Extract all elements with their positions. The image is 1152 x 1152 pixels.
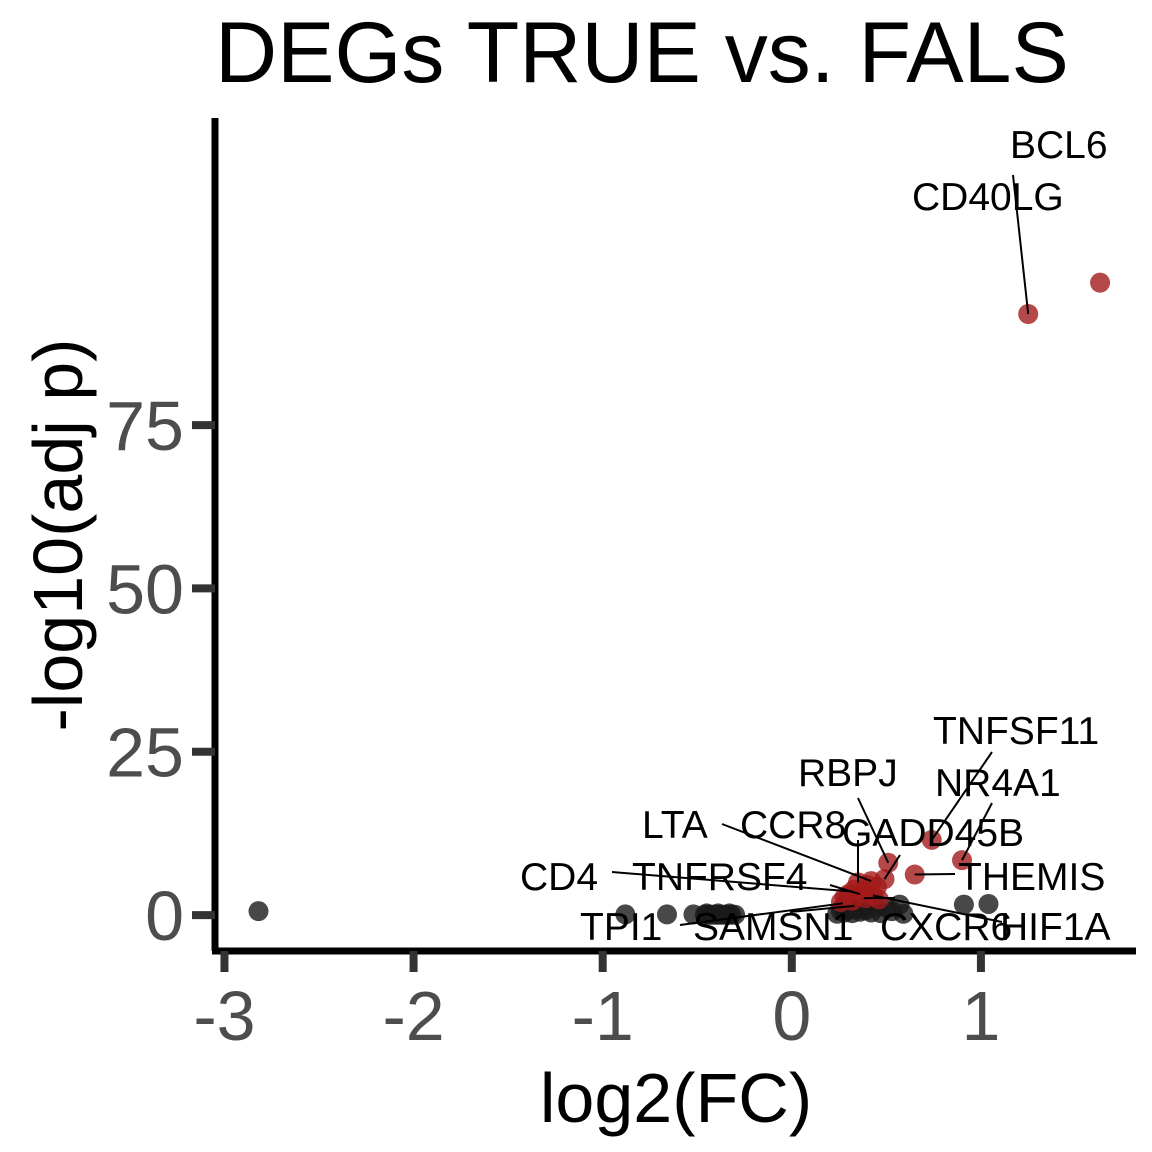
- x-ticks: -3 -2 -1 0 1: [193, 951, 1000, 1055]
- gene-label: CXCR6: [880, 906, 1012, 949]
- y-tick-label: 0: [145, 877, 184, 955]
- label-leader-line: [930, 751, 993, 841]
- label-leader-line: [1012, 174, 1030, 315]
- gene-label: NR4A1: [935, 762, 1061, 805]
- label-leader-line: [721, 823, 872, 883]
- y-tick-label: 25: [106, 714, 184, 792]
- label-leader-line: [789, 904, 855, 913]
- y-tick-label: 50: [106, 550, 184, 628]
- point-not-significant: [893, 903, 914, 924]
- gene-label: CCR8: [740, 804, 846, 847]
- gene-label: TNFSF11: [933, 710, 1099, 753]
- point-not-significant: [615, 904, 636, 925]
- point-not-significant: [953, 894, 974, 915]
- label-leader-line: [679, 902, 844, 926]
- gene-label: GADD45B: [842, 812, 1024, 855]
- label-leader-line: [961, 802, 993, 861]
- chart-title: DEGs TRUE vs. FALS: [215, 5, 1069, 101]
- y-tick-label: 75: [106, 387, 184, 465]
- gene-label: TPI1: [580, 906, 662, 949]
- point-significant: [868, 889, 889, 910]
- x-tick-label: -3: [193, 977, 255, 1055]
- y-axis-title: -log10(adj p): [19, 339, 97, 732]
- gene-label: RBPJ: [798, 752, 898, 795]
- gene-label: LTA: [642, 804, 708, 847]
- gene-label: THEMIS: [958, 856, 1105, 899]
- point-not-significant: [656, 904, 677, 925]
- gene-label: TNFRSF4: [632, 856, 808, 899]
- x-tick-label: 0: [772, 977, 811, 1055]
- label-leader-line: [611, 871, 853, 893]
- point-not-significant: [978, 893, 999, 914]
- label-leader-line: [829, 884, 861, 896]
- gene-label: BCL6: [1010, 124, 1108, 167]
- x-tick-label: -2: [382, 977, 444, 1055]
- label-leader-line: [857, 797, 890, 864]
- y-ticks: 0 25 50 75: [106, 387, 215, 955]
- x-tick-label: -1: [572, 977, 634, 1055]
- gene-label: CD40LG: [912, 176, 1064, 219]
- gene-label: HIF1A: [1000, 906, 1111, 949]
- label-leader-line: [914, 873, 956, 876]
- point-significant: [1090, 272, 1111, 293]
- label-leader-line: [872, 894, 1003, 923]
- x-tick-label: 1: [961, 977, 1000, 1055]
- gene-labels-layer: BCL6 CD40LG TNFSF11 NR4A1 RBPJ GADD45B LTA CCR8…: [520, 124, 1111, 949]
- label-leader-line: [883, 854, 901, 880]
- gene-label: CD4: [520, 856, 598, 899]
- x-axis-title: log2(FC): [540, 1059, 812, 1137]
- point-not-significant: [248, 901, 269, 922]
- gene-label: SAMSN1: [693, 906, 853, 949]
